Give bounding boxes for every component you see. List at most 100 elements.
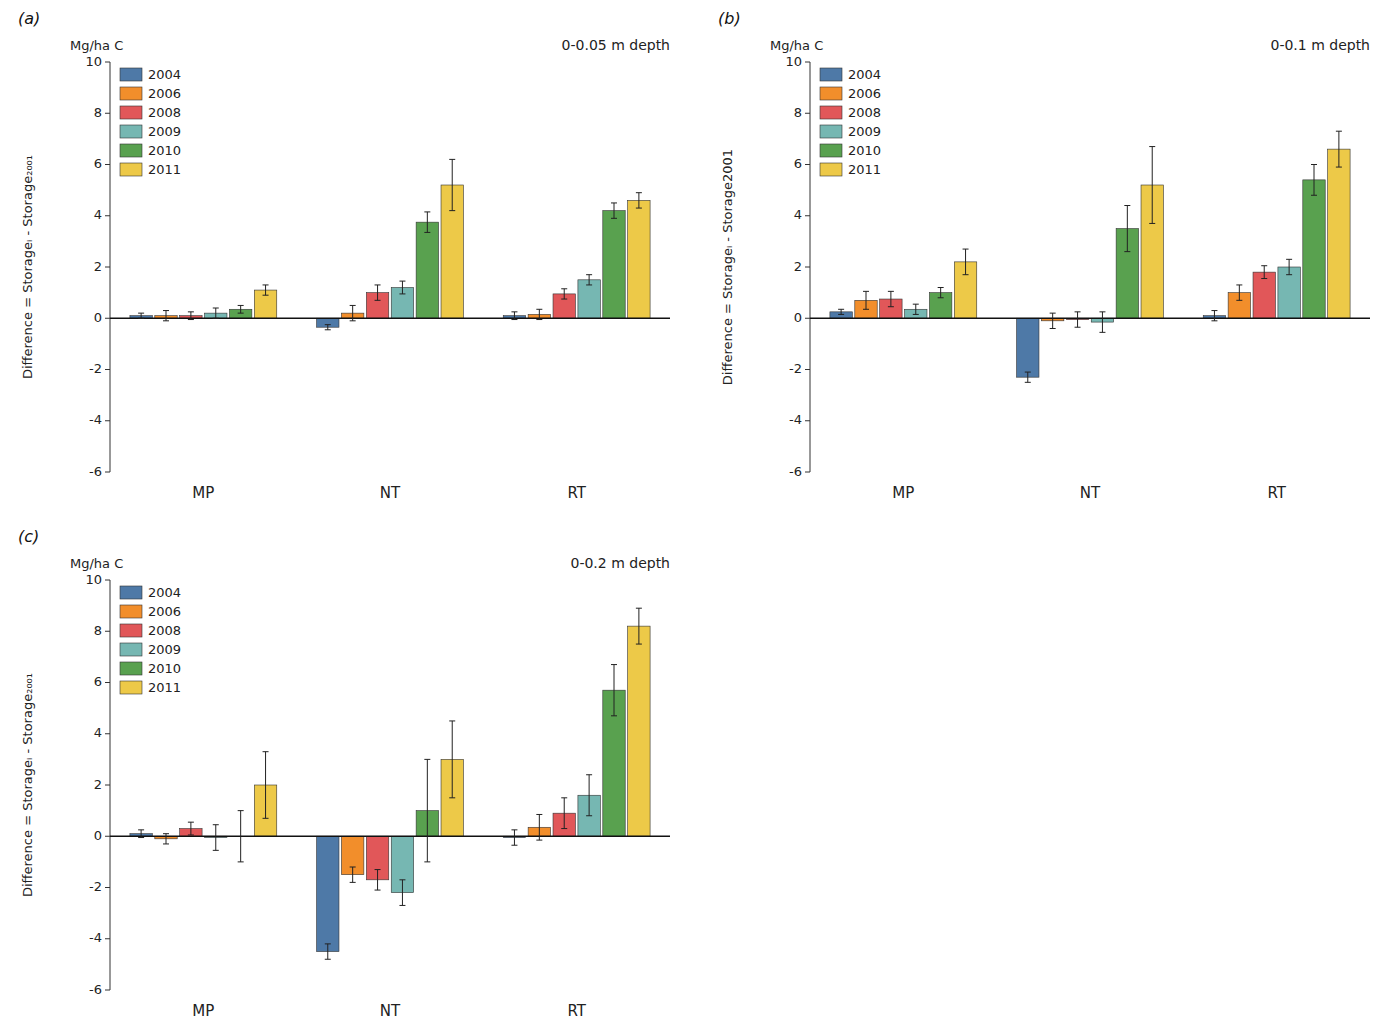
error-bar [863,291,869,309]
error-bar [1124,206,1130,252]
error-bar [163,311,169,321]
y-tick-label: 0 [794,310,802,325]
error-bar [1336,131,1342,167]
bar [416,222,438,318]
error-bar [1099,312,1105,333]
legend-label: 2009 [848,124,881,139]
legend-label: 2011 [148,162,181,177]
legend-label: 2008 [848,105,881,120]
y-tick [105,267,110,268]
y-axis-label: Difference = Storageᵢ - Storage₂₀₀₁ [20,673,35,897]
panel-label: (c) [18,527,39,546]
y-tick-label: 2 [94,259,102,274]
y-tick [105,580,110,581]
legend-swatch [820,68,842,81]
error-bar [399,880,405,906]
panel-label: (b) [718,9,741,28]
zero-line [110,835,670,837]
y-tick [105,472,110,473]
y-tick-label: -4 [789,412,802,427]
y-tick-label: 4 [794,207,802,222]
error-bar [1311,165,1317,196]
y-tick [105,785,110,786]
legend-swatch [820,144,842,157]
y-tick [105,369,110,370]
error-bar [375,870,381,891]
legend-swatch [120,643,142,656]
error-bar [138,830,144,838]
error-bar [238,305,244,313]
bar [317,836,339,951]
y-tick [805,215,810,216]
y-tick-label: 6 [794,156,802,171]
error-bar [350,867,356,882]
legend-swatch [820,87,842,100]
error-bar [263,285,269,295]
error-bar [238,811,244,862]
error-bar [888,291,894,306]
y-tick-label: 4 [94,725,102,740]
category-label: RT [567,484,586,502]
y-tick [805,420,810,421]
error-bar [1211,311,1217,321]
error-bar [325,944,331,959]
error-bar [1025,372,1031,382]
y-tick [105,215,110,216]
legend: 200420062008200920102011 [120,67,181,177]
marks [110,159,670,329]
error-bar [561,798,567,829]
y-tick-label: 6 [94,674,102,689]
y-tick [105,631,110,632]
y-axis-label: Difference = Storageᵢ - Storage₂₀₀₁ [20,155,35,379]
unit-label: Mg/ha C [770,38,823,53]
error-bar [325,325,331,330]
legend-label: 2009 [148,124,181,139]
bar [578,280,600,318]
category-label: NT [380,484,401,502]
legend-swatch [120,125,142,138]
error-bar [188,312,194,320]
y-tick-label: 0 [94,310,102,325]
error-bar [838,309,844,314]
bar [1303,180,1325,318]
unit-label: Mg/ha C [70,38,123,53]
y-tick-label: -2 [89,361,102,376]
error-bar [1286,259,1292,274]
bar [1328,149,1350,318]
category-label: MP [192,484,214,502]
y-tick-label: 10 [85,54,102,69]
panel: -6-4-20246810Difference = Storageᵢ - Sto… [18,9,670,502]
legend-label: 2004 [148,585,181,600]
error-bar [138,313,144,318]
depth-label: 0-0.05 m depth [562,37,670,53]
y-tick-label: -2 [89,879,102,894]
legend-swatch [820,106,842,119]
legend-swatch [120,624,142,637]
page: -6-4-20246810Difference = Storageᵢ - Sto… [0,0,1400,1035]
error-bar [449,159,455,210]
error-bar [163,834,169,844]
y-tick [805,267,810,268]
legend-label: 2004 [148,67,181,82]
unit-label: Mg/ha C [70,556,123,571]
error-bar [1075,312,1081,327]
y-tick-label: 6 [94,156,102,171]
legend-label: 2006 [848,86,881,101]
error-bar [399,281,405,294]
error-bar [636,608,642,644]
y-tick [805,318,810,319]
error-bar [511,830,517,845]
y-tick [105,836,110,837]
error-bar [611,203,617,218]
y-tick-label: 4 [94,207,102,222]
legend-swatch [120,144,142,157]
category-label: MP [892,484,914,502]
legend-swatch [120,586,142,599]
legend-label: 2010 [148,661,181,676]
error-bar [1236,285,1242,300]
zero-line [810,317,1370,319]
panel-label: (a) [18,9,40,28]
figure: -6-4-20246810Difference = Storageᵢ - Sto… [0,0,1400,1035]
category-label: RT [567,1002,586,1020]
legend-label: 2006 [148,86,181,101]
